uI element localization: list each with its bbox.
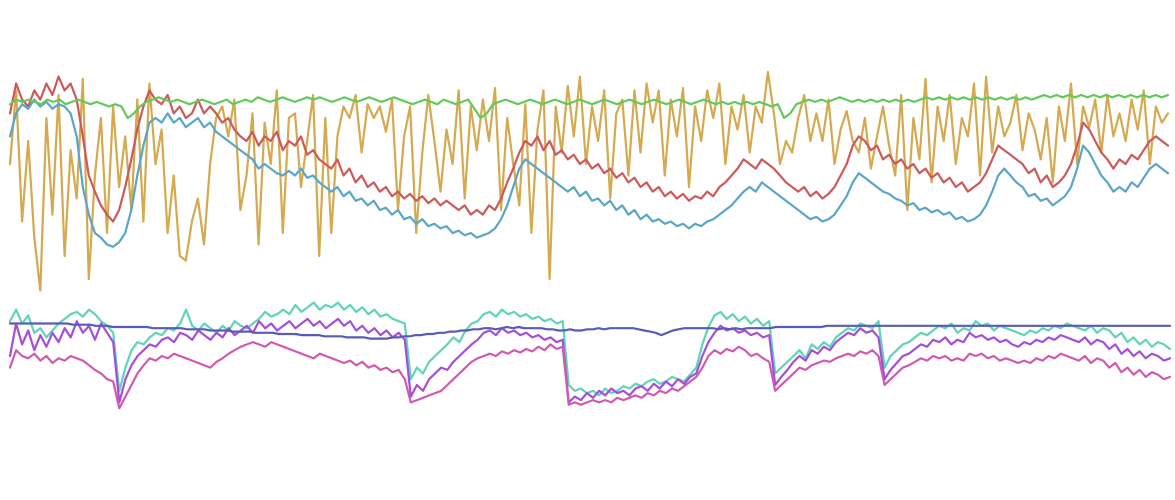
lower-series-line-3 <box>8 341 1172 410</box>
upper-series-line-3 <box>8 98 1170 248</box>
lower-series-line-2 <box>8 317 1172 404</box>
lower-series-line-4 <box>8 322 1172 340</box>
upper-panel <box>8 70 1170 292</box>
upper-series-line-2 <box>8 75 1170 223</box>
lower-panel <box>8 301 1172 410</box>
upper-series-line-4 <box>8 93 1170 120</box>
lower-series-line-1 <box>8 301 1172 397</box>
upper-series-line-1 <box>8 70 1170 292</box>
